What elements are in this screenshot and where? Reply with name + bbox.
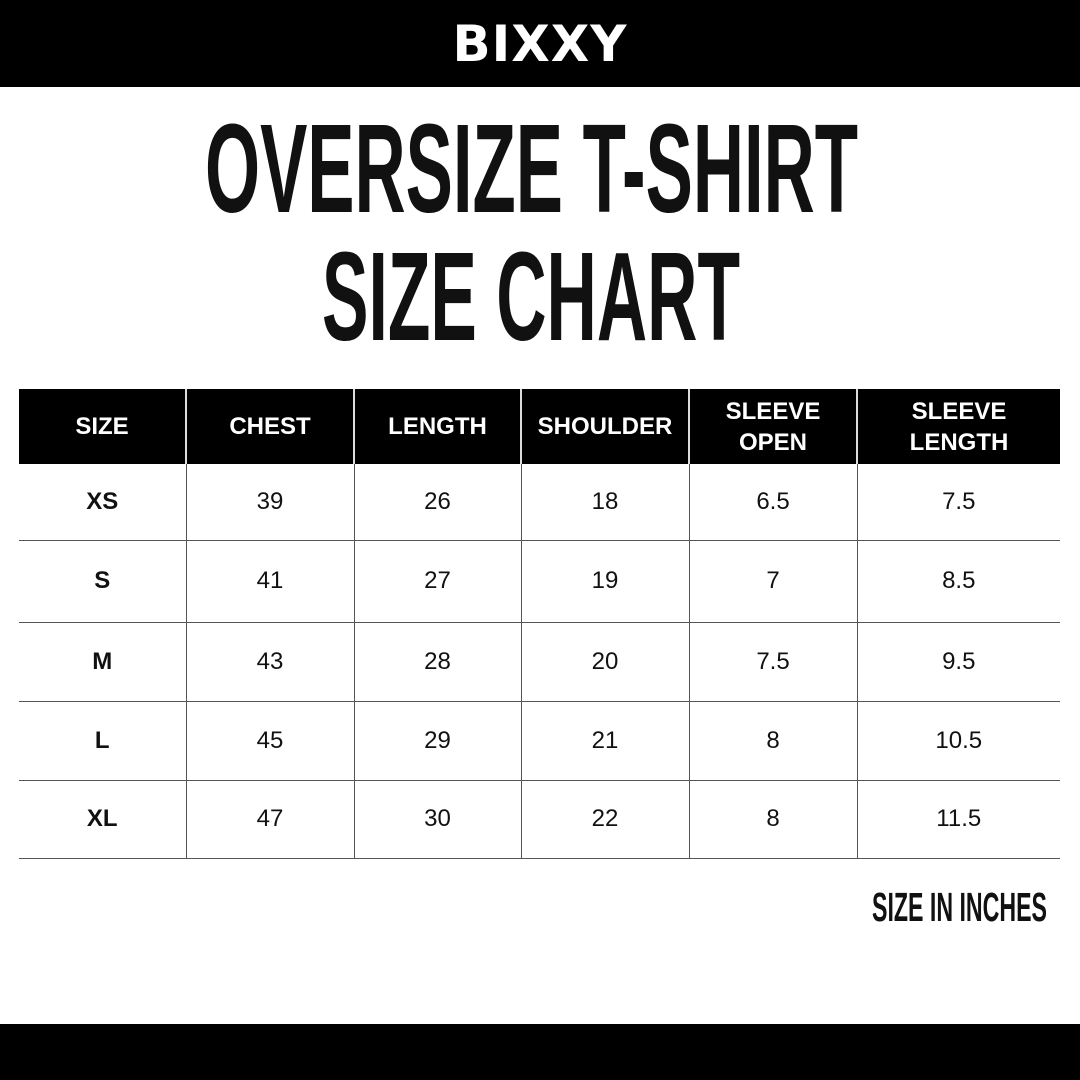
top-bar [0, 0, 1080, 87]
measurement-cell: 20 [520, 622, 689, 702]
measurement-cell: 9.5 [856, 622, 1060, 702]
measurement-cell: 18 [520, 464, 689, 541]
brand-logo: BIXXY [0, 14, 1080, 74]
measurement-cell: 26 [353, 464, 521, 541]
measurement-cell: 11.5 [856, 780, 1060, 859]
table-row: XS 39 26 18 6.5 7.5 [19, 464, 1060, 541]
measurement-cell: 8 [688, 701, 857, 781]
column-header: SHOULDER [520, 389, 689, 464]
column-header: SIZE [19, 389, 186, 464]
table-row: XL 47 30 22 8 11.5 [19, 780, 1060, 859]
units-note: SIZE IN INCHES [872, 884, 1047, 930]
measurement-cell: 7 [688, 540, 857, 623]
column-header: SLEEVE OPEN [688, 389, 857, 464]
table-header-row: SIZE CHEST LENGTH SHOULDER SLEEVE OPEN SLEEVE… [19, 389, 1060, 464]
measurement-cell: 39 [185, 464, 354, 541]
table-body: XS 39 26 18 6.5 7.5 S 41 27 19 7 8.5 M 43 28 20 7.5 9.5 L 4… [19, 464, 1060, 859]
column-header: CHEST [185, 389, 354, 464]
measurement-cell: 21 [520, 701, 689, 781]
measurement-cell: 22 [520, 780, 689, 859]
measurement-cell: 41 [185, 540, 354, 623]
measurement-cell: 43 [185, 622, 354, 702]
size-chart-table: SIZE CHEST LENGTH SHOULDER SLEEVE OPEN SLEEVE… [19, 389, 1060, 859]
page-title-line1: OVERSIZE T-SHIRT [205, 98, 858, 239]
measurement-cell: 8.5 [856, 540, 1060, 623]
measurement-cell: 28 [353, 622, 521, 702]
size-label-cell: S [19, 540, 186, 623]
logo-text: BIXXY [452, 15, 628, 73]
measurement-cell: 7.5 [856, 464, 1060, 541]
measurement-cell: 10.5 [856, 701, 1060, 781]
measurement-cell: 29 [353, 701, 521, 781]
size-label-cell: M [19, 622, 186, 702]
measurement-cell: 45 [185, 701, 354, 781]
size-label-cell: XL [19, 780, 186, 859]
measurement-cell: 19 [520, 540, 689, 623]
measurement-cell: 6.5 [688, 464, 857, 541]
measurement-cell: 30 [353, 780, 521, 859]
table-row: S 41 27 19 7 8.5 [19, 540, 1060, 623]
size-label-cell: XS [19, 464, 186, 541]
table-row: L 45 29 21 8 10.5 [19, 701, 1060, 781]
measurement-cell: 7.5 [688, 622, 857, 702]
size-label-cell: L [19, 701, 186, 781]
column-header: LENGTH [353, 389, 521, 464]
measurement-cell: 8 [688, 780, 857, 859]
table-row: M 43 28 20 7.5 9.5 [19, 622, 1060, 702]
measurement-cell: 27 [353, 540, 521, 623]
column-header: SLEEVE LENGTH [856, 389, 1060, 464]
bottom-bar [0, 1024, 1080, 1080]
page-title-line2: SIZE CHART [322, 226, 740, 367]
measurement-cell: 47 [185, 780, 354, 859]
